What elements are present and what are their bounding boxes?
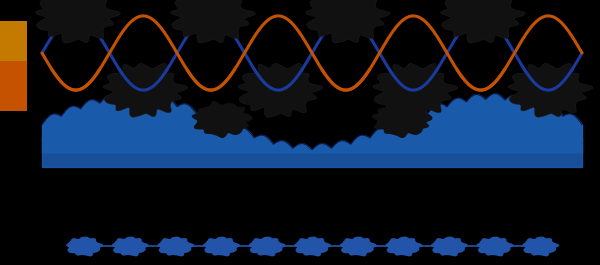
Polygon shape (250, 237, 285, 256)
Polygon shape (238, 64, 323, 117)
Polygon shape (341, 237, 376, 256)
Polygon shape (295, 237, 331, 256)
FancyBboxPatch shape (0, 58, 27, 111)
Polygon shape (305, 0, 390, 43)
Polygon shape (113, 237, 148, 256)
Polygon shape (204, 237, 239, 256)
Polygon shape (67, 237, 103, 256)
Polygon shape (386, 237, 422, 256)
FancyBboxPatch shape (0, 21, 27, 61)
Polygon shape (440, 0, 525, 43)
Polygon shape (170, 0, 255, 43)
Polygon shape (35, 0, 120, 43)
Polygon shape (523, 237, 559, 256)
Polygon shape (158, 237, 194, 256)
Polygon shape (508, 64, 593, 117)
Polygon shape (193, 102, 252, 137)
Polygon shape (478, 237, 513, 256)
Polygon shape (432, 237, 467, 256)
Polygon shape (103, 64, 188, 117)
Polygon shape (373, 102, 432, 137)
Polygon shape (373, 64, 458, 117)
